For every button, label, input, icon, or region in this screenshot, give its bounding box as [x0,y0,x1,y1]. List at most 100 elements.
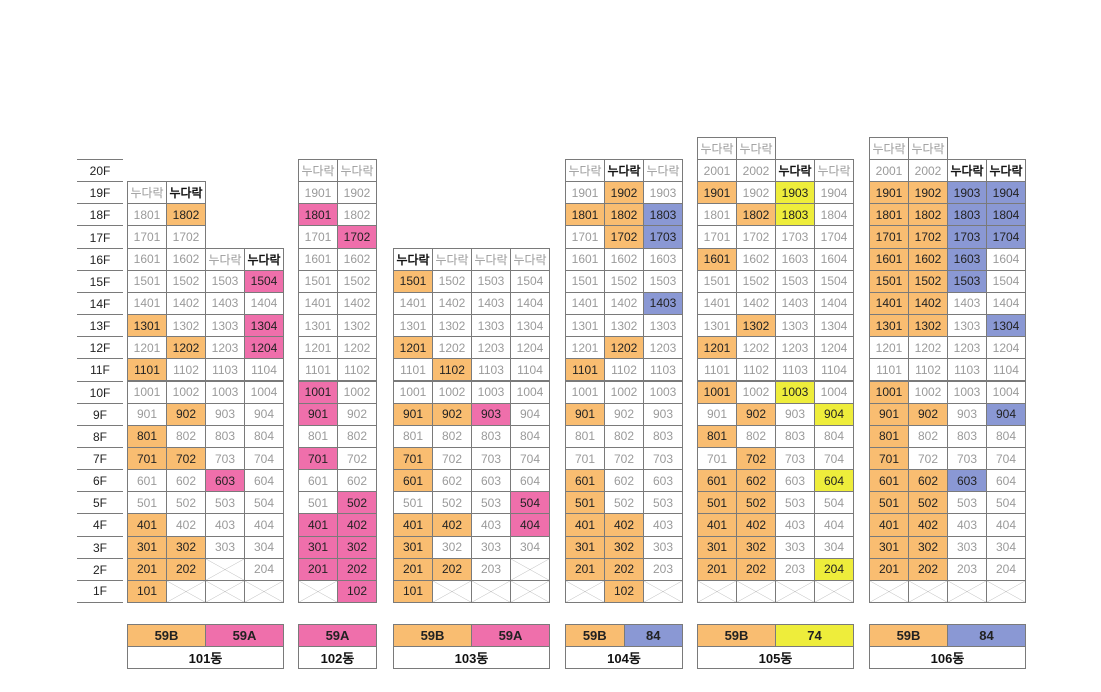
unit-cell: 602 [736,469,776,493]
unit-cell: 303 [947,535,987,559]
unit-cell: 1204 [986,336,1026,360]
unit-cell: 1504 [244,269,284,293]
unit-cell: 702 [166,446,206,471]
unavailable-unit-cell [166,579,206,603]
floor-label: 12F [77,336,123,359]
unit-cell: 1703 [947,225,987,249]
attic-cell: 누다락 [814,159,854,183]
unit-cell: 1601 [697,247,737,271]
unit-cell: 203 [775,557,815,581]
unit-cell: 1404 [814,291,854,316]
unit-cell: 904 [510,402,550,426]
unit-cell: 902 [736,402,776,426]
unit-cell: 1201 [697,336,737,360]
type-legend-59B: 59B [565,624,625,647]
unit-cell: 1102 [736,358,776,382]
unit-cell: 703 [471,446,511,471]
floor-label: 8F [77,424,123,448]
unavailable-cross-icon [245,581,283,602]
unit-cell: 1001 [393,380,433,404]
unit-cell: 1101 [393,358,433,382]
unit-cell: 1403 [947,291,987,316]
unit-cell: 1601 [298,247,338,271]
unit-cell: 202 [908,557,948,581]
unit-cell: 204 [244,557,284,581]
unit-cell: 1202 [337,336,377,360]
unit-cell: 1903 [947,181,987,205]
unit-cell: 803 [205,424,245,448]
unavailable-unit-cell [697,579,737,603]
unavailable-unit-cell [986,579,1026,603]
type-legend-59B: 59B [127,624,206,647]
unit-cell: 1702 [337,225,377,249]
unit-cell: 303 [643,535,683,559]
unit-cell: 1203 [947,336,987,360]
unit-cell: 903 [947,402,987,426]
unavailable-cross-icon [566,581,604,602]
unit-cell: 201 [298,557,338,581]
unavailable-unit-cell [244,579,284,603]
unit-cell: 903 [775,402,815,426]
unit-cell: 1204 [814,336,854,360]
unit-cell: 702 [736,446,776,471]
unit-cell: 403 [947,513,987,537]
unit-cell: 1603 [775,247,815,271]
unit-cell: 1703 [643,225,683,249]
unit-cell: 204 [814,557,854,581]
building-name: 106동 [869,646,1026,669]
unit-cell: 2001 [697,159,737,183]
unit-cell: 402 [908,513,948,537]
unit-cell: 1303 [471,314,511,338]
unit-cell: 1704 [814,225,854,249]
unit-cell: 1403 [471,291,511,316]
unit-cell: 601 [869,469,909,493]
unit-cell: 1903 [775,181,815,205]
unit-cell: 1002 [337,380,377,404]
unit-cell: 304 [510,535,550,559]
unit-cell: 603 [471,469,511,493]
unit-cell: 1902 [736,181,776,205]
unit-cell: 1901 [697,181,737,205]
unit-cell: 1101 [127,358,167,382]
unit-cell: 502 [337,491,377,515]
unit-cell: 1104 [986,358,1026,382]
unit-cell: 401 [869,513,909,537]
unit-cell: 802 [736,424,776,448]
floor-label: 16F [77,247,123,271]
unit-cell: 202 [166,557,206,581]
unit-cell: 902 [908,402,948,426]
unit-cell: 1303 [643,314,683,338]
unit-cell: 1902 [604,181,644,205]
unit-cell: 102 [337,579,377,603]
unit-cell: 801 [697,424,737,448]
unit-cell: 1001 [127,380,167,404]
unit-cell: 1401 [697,291,737,316]
unit-cell: 1002 [736,380,776,404]
unit-cell: 701 [565,446,605,471]
floor-label: 20F [77,159,123,182]
unit-cell: 1003 [643,380,683,404]
unit-cell: 402 [604,513,644,537]
unit-cell: 1701 [298,225,338,249]
unavailable-unit-cell [205,579,245,603]
unit-cell: 1203 [643,336,683,360]
unavailable-unit-cell [471,579,511,603]
unit-cell: 803 [775,424,815,448]
unit-cell: 1403 [775,291,815,316]
unit-cell: 1402 [432,291,472,316]
unit-cell: 702 [432,446,472,471]
unit-cell: 1702 [908,225,948,249]
unit-cell: 703 [947,446,987,471]
type-legend-74: 74 [775,624,854,647]
unit-cell: 1204 [510,336,550,360]
unit-cell: 1402 [337,291,377,316]
unit-cell: 1602 [166,247,206,271]
unit-cell: 1201 [393,336,433,360]
unavailable-cross-icon [909,581,947,602]
unavailable-cross-icon [870,581,908,602]
unit-cell: 302 [166,535,206,559]
unit-cell: 603 [947,469,987,493]
unit-cell: 1301 [127,314,167,338]
unit-cell: 302 [337,535,377,559]
unit-cell: 401 [298,513,338,537]
